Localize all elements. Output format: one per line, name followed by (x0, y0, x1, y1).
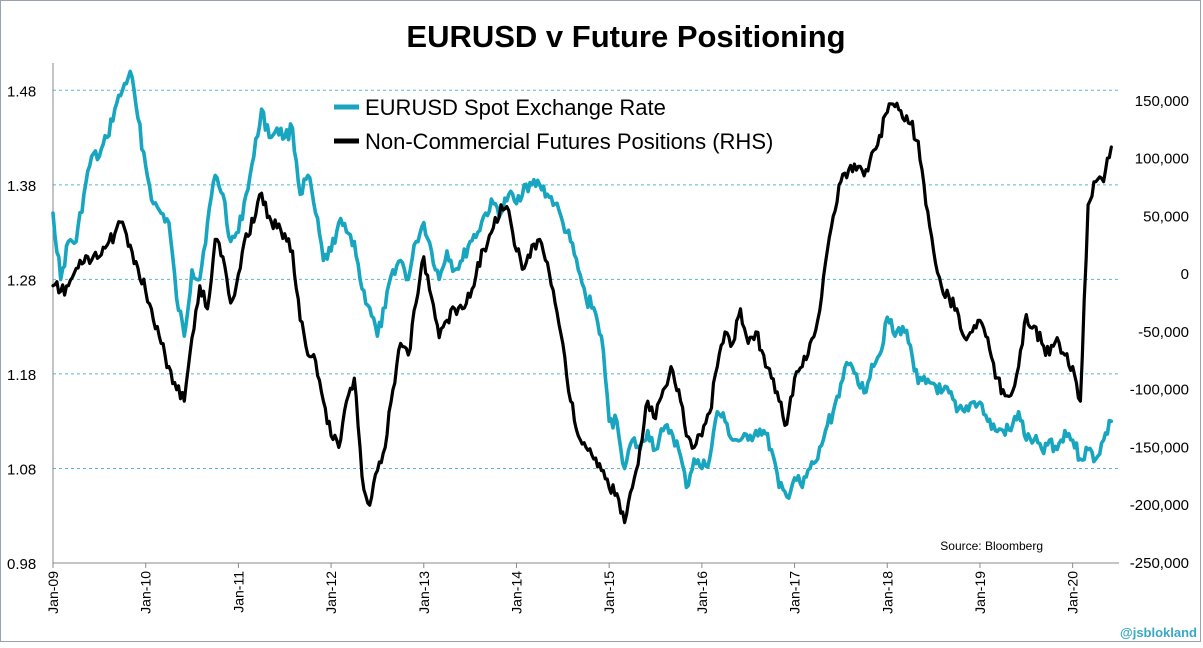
legend: EURUSD Spot Exchange Rate Non-Commercial… (334, 95, 773, 154)
x-tick-label: Jan-19 (972, 571, 988, 614)
series-line-eurusd (51, 69, 1114, 500)
chart-title: EURUSD v Future Positioning (406, 19, 845, 54)
series-line-futures (51, 101, 1113, 525)
x-tick-label: Jan-17 (787, 571, 803, 614)
x-tick-label: Jan-12 (323, 571, 339, 614)
x-tick-label: Jan-15 (601, 571, 617, 614)
x-tick-label: Jan-18 (879, 571, 895, 614)
y-right-tick-label: -100,000 (1130, 382, 1189, 399)
y-left-tick-label: 0.98 (7, 556, 36, 573)
y-right-tick-label: -50,000 (1138, 324, 1189, 341)
x-tick-label: Jan-13 (416, 571, 432, 614)
legend-label-eurusd: EURUSD Spot Exchange Rate (365, 95, 666, 120)
legend-label-futures: Non-Commercial Futures Positions (RHS) (365, 129, 773, 154)
x-tick-label: Jan-14 (508, 571, 524, 614)
x-tick-label: Jan-11 (230, 571, 246, 613)
y-left-tick-label: 1.08 (7, 461, 36, 478)
x-tick-label: Jan-20 (1065, 571, 1081, 614)
y-right-tick-label: -150,000 (1130, 439, 1189, 456)
y-right-tick-label: 100,000 (1135, 151, 1189, 168)
y-right-tick-label: -200,000 (1130, 497, 1189, 514)
y-right-tick-label: 0 (1181, 266, 1189, 283)
x-tick-label: Jan-10 (138, 571, 154, 614)
y-left-tick-label: 1.48 (7, 83, 36, 100)
source-note: Source: Bloomberg (940, 539, 1043, 553)
y-right-tick-label: 50,000 (1143, 208, 1189, 225)
y-left-tick-label: 1.28 (7, 272, 36, 289)
x-tick-label: Jan-09 (45, 571, 61, 614)
y-right-tick-label: 150,000 (1135, 93, 1189, 110)
watermark: @jsblokland (1120, 625, 1197, 640)
y-right-tick-label: -250,000 (1130, 555, 1189, 572)
y-left-tick-label: 1.18 (7, 367, 36, 384)
y-left-tick-label: 1.38 (7, 178, 36, 195)
x-tick-label: Jan-16 (694, 571, 710, 614)
